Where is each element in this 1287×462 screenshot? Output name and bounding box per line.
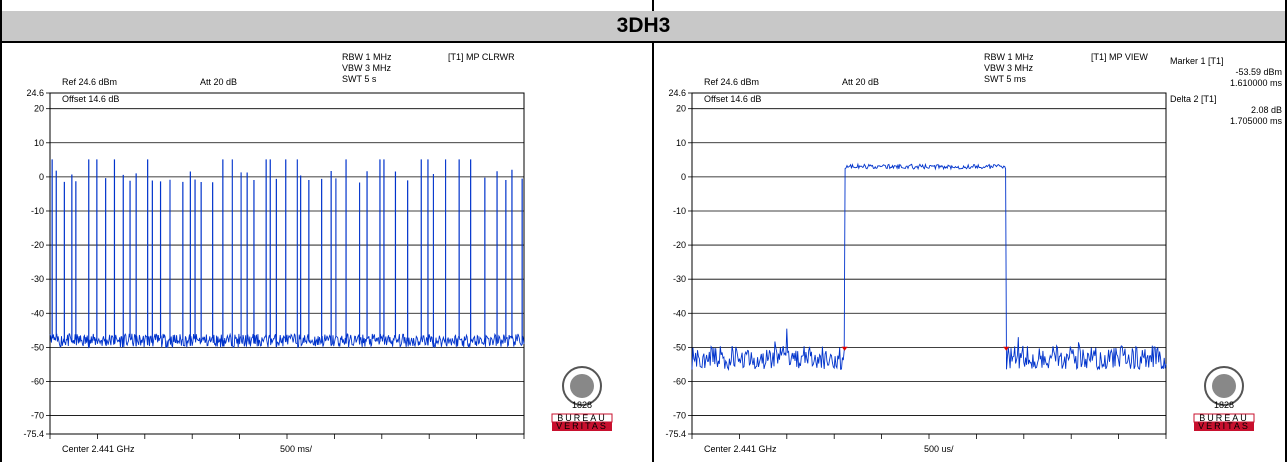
att-label: Att 20 dB bbox=[842, 77, 879, 87]
chart-right-trace bbox=[691, 162, 1167, 371]
panel-separator bbox=[652, 43, 654, 462]
marker1-time: 1.610000 ms bbox=[1230, 78, 1283, 88]
ref-label: Ref 24.6 dBm bbox=[704, 77, 759, 87]
trace-mode-label: [T1] MP VIEW bbox=[1091, 52, 1148, 62]
y-tick-label: -20 bbox=[31, 240, 44, 250]
y-tick-label: -75.4 bbox=[23, 429, 44, 439]
bv-seal-center bbox=[570, 374, 594, 398]
delta2-level: 2.08 dB bbox=[1251, 105, 1282, 115]
chart-left: RBW 1 MHz VBW 3 MHz SWT 5 s [T1] MP CLRW… bbox=[23, 52, 613, 454]
y-tick-label: 24.6 bbox=[26, 88, 44, 98]
y-tick-label: -50 bbox=[673, 342, 686, 352]
y-tick-label: 0 bbox=[39, 172, 44, 182]
bv-year: 1828 bbox=[1214, 400, 1234, 410]
y-tick-label: -60 bbox=[31, 376, 44, 386]
trace-line bbox=[49, 159, 525, 349]
marker1-label: Marker 1 [T1] bbox=[1170, 56, 1224, 66]
y-tick-label: -30 bbox=[673, 274, 686, 284]
chart-left-trace bbox=[49, 159, 525, 349]
delta2-label: Delta 2 [T1] bbox=[1170, 94, 1217, 104]
chart-right-x-ticks bbox=[691, 434, 1167, 439]
offset-label: Offset 14.6 dB bbox=[62, 94, 119, 104]
y-tick-label: -60 bbox=[673, 376, 686, 386]
center-label: Center 2.441 GHz bbox=[704, 444, 777, 454]
y-tick-label: 20 bbox=[34, 104, 44, 114]
chart-left-x-ticks bbox=[49, 434, 525, 439]
plot-area bbox=[49, 92, 525, 435]
bv-year: 1828 bbox=[572, 400, 592, 410]
y-tick-label: -40 bbox=[673, 308, 686, 318]
vbw-label: VBW 3 MHz bbox=[984, 63, 1034, 73]
bv-line1: BUREAU bbox=[557, 413, 607, 423]
rbw-label: RBW 1 MHz bbox=[984, 52, 1034, 62]
page-title: 3DH3 bbox=[0, 11, 1287, 43]
chart-right-header: RBW 1 MHz VBW 3 MHz SWT 5 ms [T1] MP VIE… bbox=[704, 52, 1282, 454]
y-tick-label: 10 bbox=[676, 138, 686, 148]
y-tick-label: -50 bbox=[31, 342, 44, 352]
rbw-label: RBW 1 MHz bbox=[342, 52, 392, 62]
swt-label: SWT 5 ms bbox=[984, 74, 1026, 84]
att-label: Att 20 dB bbox=[200, 77, 237, 87]
y-tick-label: -10 bbox=[673, 206, 686, 216]
y-tick-label: -70 bbox=[31, 411, 44, 421]
y-tick-label: 10 bbox=[34, 138, 44, 148]
chart-left-header: RBW 1 MHz VBW 3 MHz SWT 5 s [T1] MP CLRW… bbox=[62, 52, 515, 454]
y-tick-label: 24.6 bbox=[668, 88, 686, 98]
trace-mode-label: [T1] MP CLRWR bbox=[448, 52, 515, 62]
bv-seal-center bbox=[1212, 374, 1236, 398]
chart-right-grid bbox=[691, 92, 1167, 435]
bv-bottom-band bbox=[552, 422, 612, 431]
y-tick-label: 0 bbox=[681, 172, 686, 182]
chart-right: RBW 1 MHz VBW 3 MHz SWT 5 ms [T1] MP VIE… bbox=[665, 52, 1282, 454]
y-tick-label: -10 bbox=[31, 206, 44, 216]
span-label: 500 ms/ bbox=[280, 444, 313, 454]
chart-left-grid bbox=[49, 92, 525, 435]
bv-line2: VERITAS bbox=[556, 421, 608, 431]
bv-line1: BUREAU bbox=[1199, 413, 1249, 423]
span-label: 500 us/ bbox=[924, 444, 954, 454]
marker1-level: -53.59 dBm bbox=[1235, 67, 1282, 77]
bv-line2: VERITAS bbox=[1198, 421, 1250, 431]
chart-right-y-ticks: 24.6 20 10 0 -10 -20 -30 -40 -50 -60 -70 -75.4 bbox=[665, 88, 692, 439]
chart-right-markers bbox=[841, 346, 1010, 351]
swt-label: SWT 5 s bbox=[342, 74, 377, 84]
center-label: Center 2.441 GHz bbox=[62, 444, 135, 454]
y-tick-label: -30 bbox=[31, 274, 44, 284]
offset-label: Offset 14.6 dB bbox=[704, 94, 761, 104]
trace-line bbox=[691, 162, 1167, 371]
y-tick-label: -40 bbox=[31, 308, 44, 318]
marker-1 bbox=[841, 346, 848, 351]
vbw-label: VBW 3 MHz bbox=[342, 63, 392, 73]
plot-area bbox=[691, 92, 1167, 435]
chart-left-y-ticks: 24.6 20 10 0 -10 -20 -30 -40 -50 -60 -70 -75.4 bbox=[23, 88, 50, 439]
y-tick-label: -20 bbox=[673, 240, 686, 250]
y-tick-label: 20 bbox=[676, 104, 686, 114]
y-tick-label: -75.4 bbox=[665, 429, 686, 439]
y-tick-label: -70 bbox=[673, 411, 686, 421]
marker-2 bbox=[1003, 346, 1010, 351]
delta2-time: 1.705000 ms bbox=[1230, 116, 1283, 126]
ref-label: Ref 24.6 dBm bbox=[62, 77, 117, 87]
bv-bottom-band bbox=[1194, 422, 1254, 431]
